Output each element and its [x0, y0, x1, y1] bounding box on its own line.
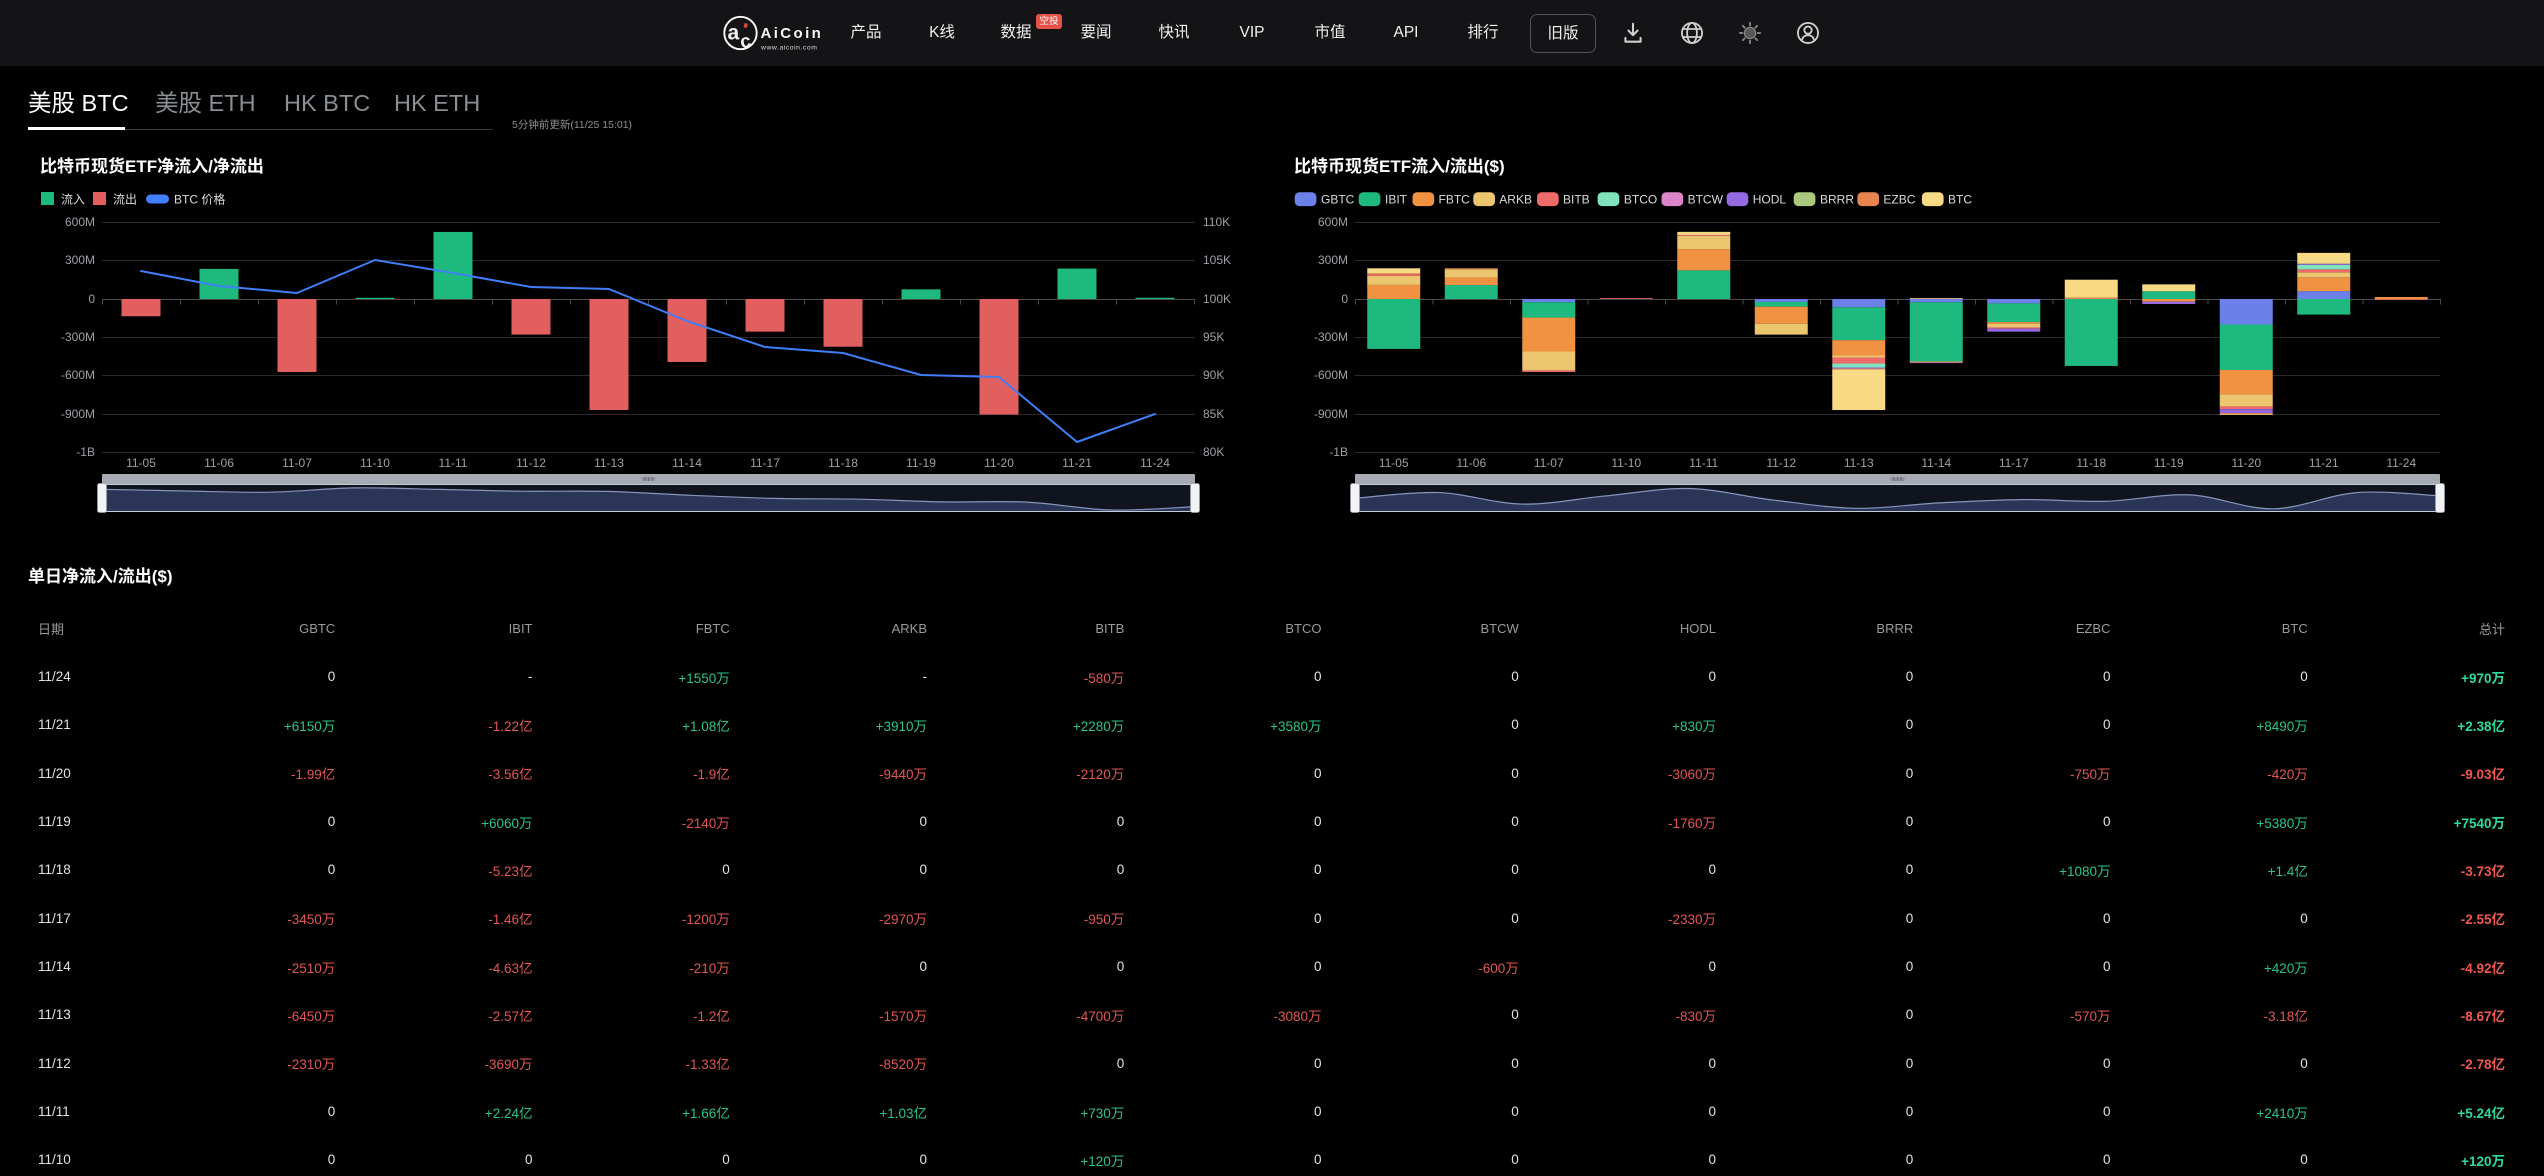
svg-text:11-19: 11-19 [906, 456, 936, 470]
svg-text:11-10: 11-10 [1611, 456, 1641, 470]
svg-text:110K: 110K [1203, 215, 1230, 229]
svg-text:11-17: 11-17 [750, 456, 780, 470]
svg-text:11-11: 11-11 [439, 456, 468, 470]
svg-text:-300M: -300M [61, 330, 95, 344]
svg-text:600M: 600M [1318, 215, 1348, 229]
svg-text:IBIT: IBIT [1385, 193, 1408, 207]
svg-text:11-06: 11-06 [204, 456, 234, 470]
svg-text:-900M: -900M [1314, 407, 1348, 421]
svg-text:流出: 流出 [113, 193, 137, 207]
svg-text:300M: 300M [65, 253, 95, 267]
svg-text:300M: 300M [1318, 253, 1348, 267]
svg-text:BTCO: BTCO [1624, 193, 1657, 207]
svg-text:80K: 80K [1203, 445, 1224, 459]
svg-text:95K: 95K [1203, 330, 1224, 344]
svg-text:11-14: 11-14 [672, 456, 702, 470]
svg-text:600M: 600M [65, 215, 95, 229]
svg-text:HODL: HODL [1753, 193, 1787, 207]
svg-text:-600M: -600M [61, 368, 95, 382]
svg-text:11-13: 11-13 [594, 456, 624, 470]
svg-text:-1B: -1B [76, 445, 95, 459]
svg-text:FBTC: FBTC [1439, 193, 1471, 207]
svg-text:11-07: 11-07 [282, 456, 312, 470]
svg-text:105K: 105K [1203, 253, 1231, 267]
svg-text:-1B: -1B [1329, 445, 1348, 459]
svg-text:BRRR: BRRR [1820, 193, 1854, 207]
svg-text:11-21: 11-21 [2309, 456, 2339, 470]
svg-text:11-20: 11-20 [984, 456, 1014, 470]
svg-text:c: c [738, 31, 752, 54]
svg-text:0: 0 [88, 292, 95, 306]
svg-text:85K: 85K [1203, 407, 1224, 421]
svg-text:EZBC: EZBC [1883, 193, 1915, 207]
svg-text:-300M: -300M [1314, 330, 1348, 344]
svg-text:11-05: 11-05 [126, 456, 156, 470]
svg-text:-600M: -600M [1314, 368, 1348, 382]
svg-text:11-10: 11-10 [360, 456, 390, 470]
svg-text:比特币现货ETF净流入/净流出: 比特币现货ETF净流入/净流出 [40, 156, 264, 176]
svg-text:11-17: 11-17 [1999, 456, 2029, 470]
svg-text:11-12: 11-12 [1766, 456, 1796, 470]
svg-text:11-14: 11-14 [1921, 456, 1951, 470]
svg-text:-900M: -900M [61, 407, 95, 421]
svg-text:11-21: 11-21 [1062, 456, 1092, 470]
svg-text:ARKB: ARKB [1499, 193, 1532, 207]
svg-text:AiCoin: AiCoin [761, 25, 824, 42]
svg-text:11-18: 11-18 [2076, 456, 2106, 470]
svg-text:11-24: 11-24 [1140, 456, 1170, 470]
svg-text:BITB: BITB [1563, 193, 1590, 207]
svg-text:11-19: 11-19 [2154, 456, 2184, 470]
svg-text:BTCW: BTCW [1688, 193, 1724, 207]
svg-text:11-13: 11-13 [1844, 456, 1874, 470]
svg-text:11-11: 11-11 [1689, 456, 1718, 470]
svg-text:比特币现货ETF流入/流出($): 比特币现货ETF流入/流出($) [1294, 156, 1505, 176]
svg-text:11-12: 11-12 [516, 456, 546, 470]
svg-text:BTC: BTC [1948, 193, 1972, 207]
svg-text:GBTC: GBTC [1321, 193, 1355, 207]
svg-text:11-24: 11-24 [2386, 456, 2416, 470]
svg-text:11-06: 11-06 [1456, 456, 1486, 470]
svg-text:11-05: 11-05 [1379, 456, 1409, 470]
svg-text:BTC 价格: BTC 价格 [174, 192, 225, 207]
svg-text:0: 0 [1341, 292, 1348, 306]
svg-text:11-18: 11-18 [828, 456, 858, 470]
svg-text:90K: 90K [1203, 368, 1224, 382]
svg-text:www.aicoin.com: www.aicoin.com [760, 45, 817, 52]
svg-text:100K: 100K [1203, 292, 1231, 306]
svg-text:流入: 流入 [61, 193, 85, 207]
svg-text:11-20: 11-20 [2231, 456, 2261, 470]
svg-text:11-07: 11-07 [1534, 456, 1564, 470]
